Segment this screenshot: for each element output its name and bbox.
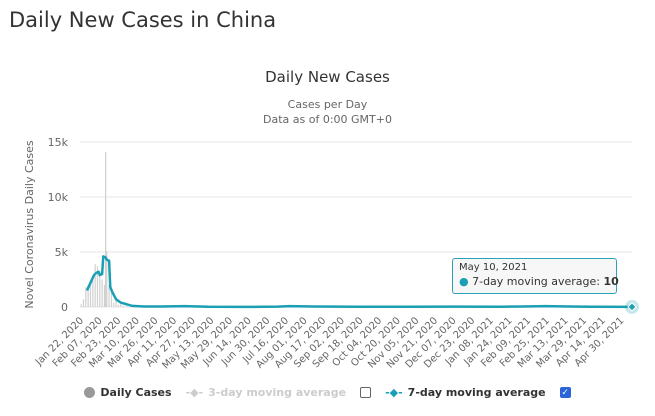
- daily-case-bar: [110, 287, 113, 307]
- legend-7day-average[interactable]: -◆- 7-day moving average: [385, 386, 546, 399]
- daily-case-bar: [122, 305, 124, 307]
- tooltip-value: 10: [603, 275, 619, 288]
- daily-case-bar: [120, 302, 122, 307]
- y-tick-label: 5k: [55, 246, 69, 259]
- circle-icon: [84, 387, 96, 398]
- daily-case-bar: [87, 285, 89, 307]
- legend-3day-average[interactable]: -◆- 3-day moving average: [186, 386, 347, 399]
- 7day-average-line: [85, 255, 633, 309]
- daily-case-bar: [85, 287, 87, 307]
- daily-case-bar: [117, 304, 120, 307]
- chart-legend: Daily Cases -◆- 3-day moving average -◆-…: [0, 386, 655, 399]
- daily-case-bar: [101, 279, 103, 307]
- legend-label: Daily Cases: [100, 386, 172, 399]
- daily-case-bar: [99, 271, 101, 307]
- legend-label: 7-day moving average: [407, 386, 546, 399]
- daily-case-bar: [115, 300, 117, 307]
- series-dot-icon: ●: [459, 275, 469, 288]
- y-tick-label: 0: [61, 301, 68, 314]
- tooltip: May 10, 2021 ● 7-day moving average: 10: [452, 258, 619, 294]
- y-tick-label: 15k: [48, 136, 69, 149]
- hover-marker-icon: [627, 302, 637, 312]
- line-marker-icon: -◆-: [385, 386, 403, 399]
- chart-title: Daily New Cases: [265, 68, 390, 86]
- daily-case-bar: [80, 304, 82, 307]
- daily-case-bar: [92, 278, 94, 307]
- y-tick-label: 10k: [48, 191, 69, 204]
- daily-case-bar: [106, 250, 108, 307]
- daily-case-bar: [125, 305, 128, 307]
- daily-case-bar: [113, 302, 115, 307]
- y-axis-label: Novel Coronavirus Daily Cases: [23, 140, 36, 308]
- chart-subtitle-date: Data as of 0:00 GMT+0: [263, 113, 392, 126]
- tooltip-date: May 10, 2021: [459, 262, 528, 273]
- tooltip-label: 7-day moving average:: [472, 275, 604, 288]
- chart-subtitle: Cases per Day: [287, 98, 368, 111]
- line-marker-icon: -◆-: [185, 386, 204, 399]
- daily-case-bar: [105, 151, 107, 307]
- daily-case-bar: [108, 285, 110, 307]
- 7day-average-checkbox[interactable]: ✓: [559, 387, 571, 398]
- daily-case-bar: [82, 299, 85, 307]
- 3day-average-checkbox[interactable]: [360, 387, 372, 398]
- page-title: Daily New Cases in China: [9, 8, 277, 32]
- legend-daily-cases[interactable]: Daily Cases: [84, 386, 172, 399]
- daily-case-bar: [103, 285, 106, 307]
- daily-case-bar: [94, 264, 96, 307]
- daily-case-bar: [89, 283, 92, 307]
- legend-label: 3-day moving average: [208, 386, 347, 399]
- daily-case-bar: [96, 266, 99, 307]
